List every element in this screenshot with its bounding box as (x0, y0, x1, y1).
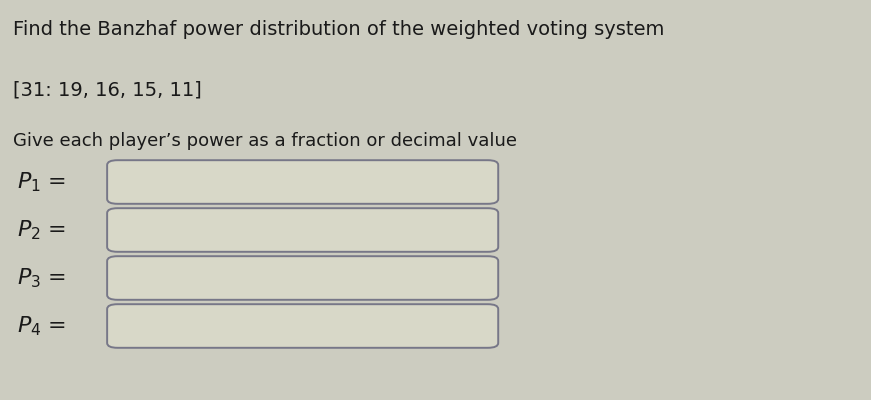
Text: $P_3$ =: $P_3$ = (17, 266, 67, 290)
FancyBboxPatch shape (107, 256, 498, 300)
FancyBboxPatch shape (107, 160, 498, 204)
Text: $P_4$ =: $P_4$ = (17, 314, 67, 338)
Text: $P_1$ =: $P_1$ = (17, 170, 67, 194)
FancyBboxPatch shape (107, 208, 498, 252)
Text: Give each player’s power as a fraction or decimal value: Give each player’s power as a fraction o… (13, 132, 517, 150)
FancyBboxPatch shape (107, 304, 498, 348)
Text: $P_2$ =: $P_2$ = (17, 218, 67, 242)
Text: [31: 19, 16, 15, 11]: [31: 19, 16, 15, 11] (13, 80, 202, 99)
Text: Find the Banzhaf power distribution of the weighted voting system: Find the Banzhaf power distribution of t… (13, 20, 665, 39)
